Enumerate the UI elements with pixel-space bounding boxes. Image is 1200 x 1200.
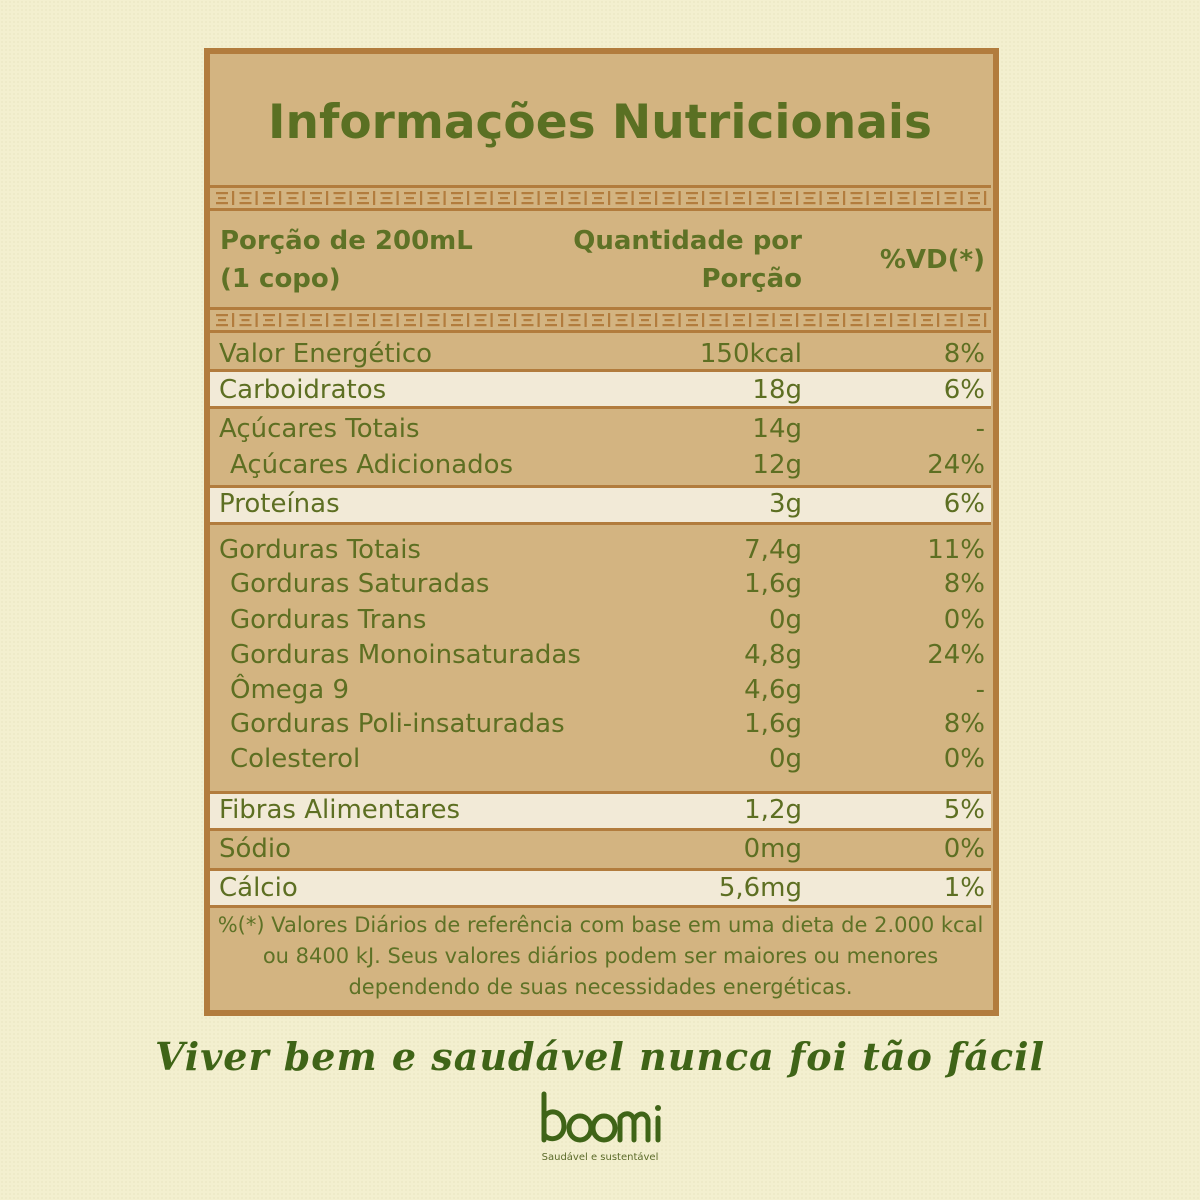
nutrient-vd: 0% [943, 834, 985, 864]
table-row: Açúcares Totais 14g - [210, 411, 991, 447]
nutrient-quantity: 4,8g [744, 640, 802, 670]
nutrient-vd: 1% [943, 873, 985, 903]
table-row: Gorduras Monoinsaturadas 4,8g 24% [210, 637, 991, 673]
nutrient-vd: - [975, 675, 985, 705]
nutrient-quantity: 12g [752, 450, 802, 480]
nutrient-quantity: 4,6g [744, 675, 802, 705]
nutrient-label: Proteínas [219, 489, 340, 519]
nutrient-label: Gorduras Poli-insaturadas [230, 709, 565, 739]
row-separator [210, 905, 991, 908]
nutrient-label: Cálcio [219, 873, 298, 903]
boomi-logo-icon [541, 1091, 661, 1143]
nutrient-label: Gorduras Saturadas [230, 569, 490, 599]
nutrient-vd: 24% [927, 640, 985, 670]
nutrient-quantity: 3g [768, 489, 802, 519]
footnote-line: %(*) Valores Diários de referência com b… [217, 913, 984, 937]
ornament-pattern-icon [216, 313, 987, 327]
nutrient-label: Colesterol [230, 744, 361, 774]
nutrient-quantity: 1,2g [744, 795, 802, 825]
nutrient-quantity: 1,6g [744, 569, 802, 599]
row-bg-carboidratos [210, 372, 991, 406]
portion-header-line2: (1 copo) [220, 264, 341, 294]
footnote-line: dependendo de suas necessidades energéti… [348, 975, 853, 999]
vd-header: %VD(*) [879, 245, 985, 275]
nutrient-quantity: 0g [768, 744, 802, 774]
ornament-pattern-icon [216, 191, 987, 205]
portion-header-line1: Porção de 200mL [220, 226, 473, 256]
row-separator [210, 868, 991, 871]
row-separator [210, 406, 991, 409]
row-separator [210, 485, 991, 488]
nutrient-quantity: 7,4g [744, 535, 802, 565]
nutrient-vd: 8% [943, 569, 985, 599]
table-row: Proteínas 3g 6% [210, 486, 991, 522]
nutrient-vd: 0% [943, 744, 985, 774]
table-row: Gorduras Totais 7,4g 11% [210, 532, 991, 568]
table-row: Colesterol 0g 0% [210, 741, 991, 777]
table-row: Valor Energético 150kcal 8% [210, 336, 991, 372]
nutrient-quantity: 18g [752, 375, 802, 405]
nutrient-label: Sódio [219, 834, 292, 864]
nutrient-label: Gorduras Totais [219, 535, 421, 565]
brand-logo: Saudável e sustentável [0, 1088, 1200, 1163]
quantity-header-line2: Porção [701, 264, 802, 294]
nutrient-vd: 6% [943, 489, 985, 519]
footnote: %(*) Valores Diários de referência com b… [210, 910, 991, 1006]
nutrient-quantity: 0g [768, 605, 802, 635]
nutrient-vd: 8% [943, 709, 985, 739]
row-separator [210, 369, 991, 372]
nutrient-label: Açúcares Totais [219, 414, 420, 444]
table-row: Carboidratos 18g 6% [210, 372, 991, 408]
nutrient-label: Gorduras Trans [230, 605, 427, 635]
nutrient-quantity: 5,6mg [718, 873, 802, 903]
brand-tagline: Saudável e sustentável [541, 1152, 659, 1163]
table-row: Cálcio 5,6mg 1% [210, 870, 991, 906]
table-row: Açúcares Adicionados 12g 24% [210, 447, 991, 483]
nutrition-table: Valor Energético 150kcal 8% Carboidratos… [210, 0, 991, 1200]
row-bg-calcio [210, 871, 991, 905]
table-row: Fibras Alimentares 1,2g 5% [210, 792, 991, 828]
nutrition-panel-inner [210, 54, 993, 1010]
table-row: Sódio 0mg 0% [210, 831, 991, 867]
page-title: Informações Nutricionais [268, 95, 932, 150]
nutrient-vd: - [975, 414, 985, 444]
nutrient-label: Valor Energético [219, 339, 433, 369]
slogan: Viver bem e saudável nunca foi tão fácil [154, 1034, 1046, 1079]
nutrient-quantity: 1,6g [744, 709, 802, 739]
row-separator [210, 791, 991, 794]
row-bg-proteinas [210, 488, 991, 522]
nutrient-label: Açúcares Adicionados [230, 450, 514, 480]
nutrient-vd: 6% [943, 375, 985, 405]
table-row: Ômega 9 4,6g - [210, 672, 991, 708]
decorative-band-top [210, 185, 991, 211]
table-row: Gorduras Poli-insaturadas 1,6g 8% [210, 706, 991, 742]
nutrient-vd: 8% [943, 339, 985, 369]
row-separator [210, 828, 991, 831]
nutrient-quantity: 150kcal [699, 339, 802, 369]
nutrient-label: Fibras Alimentares [219, 795, 461, 825]
decorative-band-bottom [210, 307, 991, 333]
nutrient-vd: 24% [927, 450, 985, 480]
nutrient-label: Carboidratos [219, 375, 387, 405]
footnote-line: ou 8400 kJ. Seus valores diários podem s… [262, 944, 939, 968]
row-bg-fibras [210, 794, 991, 828]
nutrient-quantity: 14g [752, 414, 802, 444]
portion-header: Porção de 200mL (1 copo) [220, 222, 473, 298]
nutrient-vd: 11% [927, 535, 985, 565]
nutrient-vd: 0% [943, 605, 985, 635]
row-separator [210, 522, 991, 525]
nutrient-label: Gorduras Monoinsaturadas [230, 640, 581, 670]
table-row: Gorduras Trans 0g 0% [210, 602, 991, 638]
table-row: Gorduras Saturadas 1,6g 8% [210, 566, 991, 602]
quantity-header-line1: Quantidade por [573, 226, 802, 256]
nutrient-vd: 5% [943, 795, 985, 825]
quantity-header: Quantidade por Porção [573, 222, 802, 298]
nutrient-label: Ômega 9 [230, 675, 350, 705]
nutrient-quantity: 0mg [743, 834, 802, 864]
